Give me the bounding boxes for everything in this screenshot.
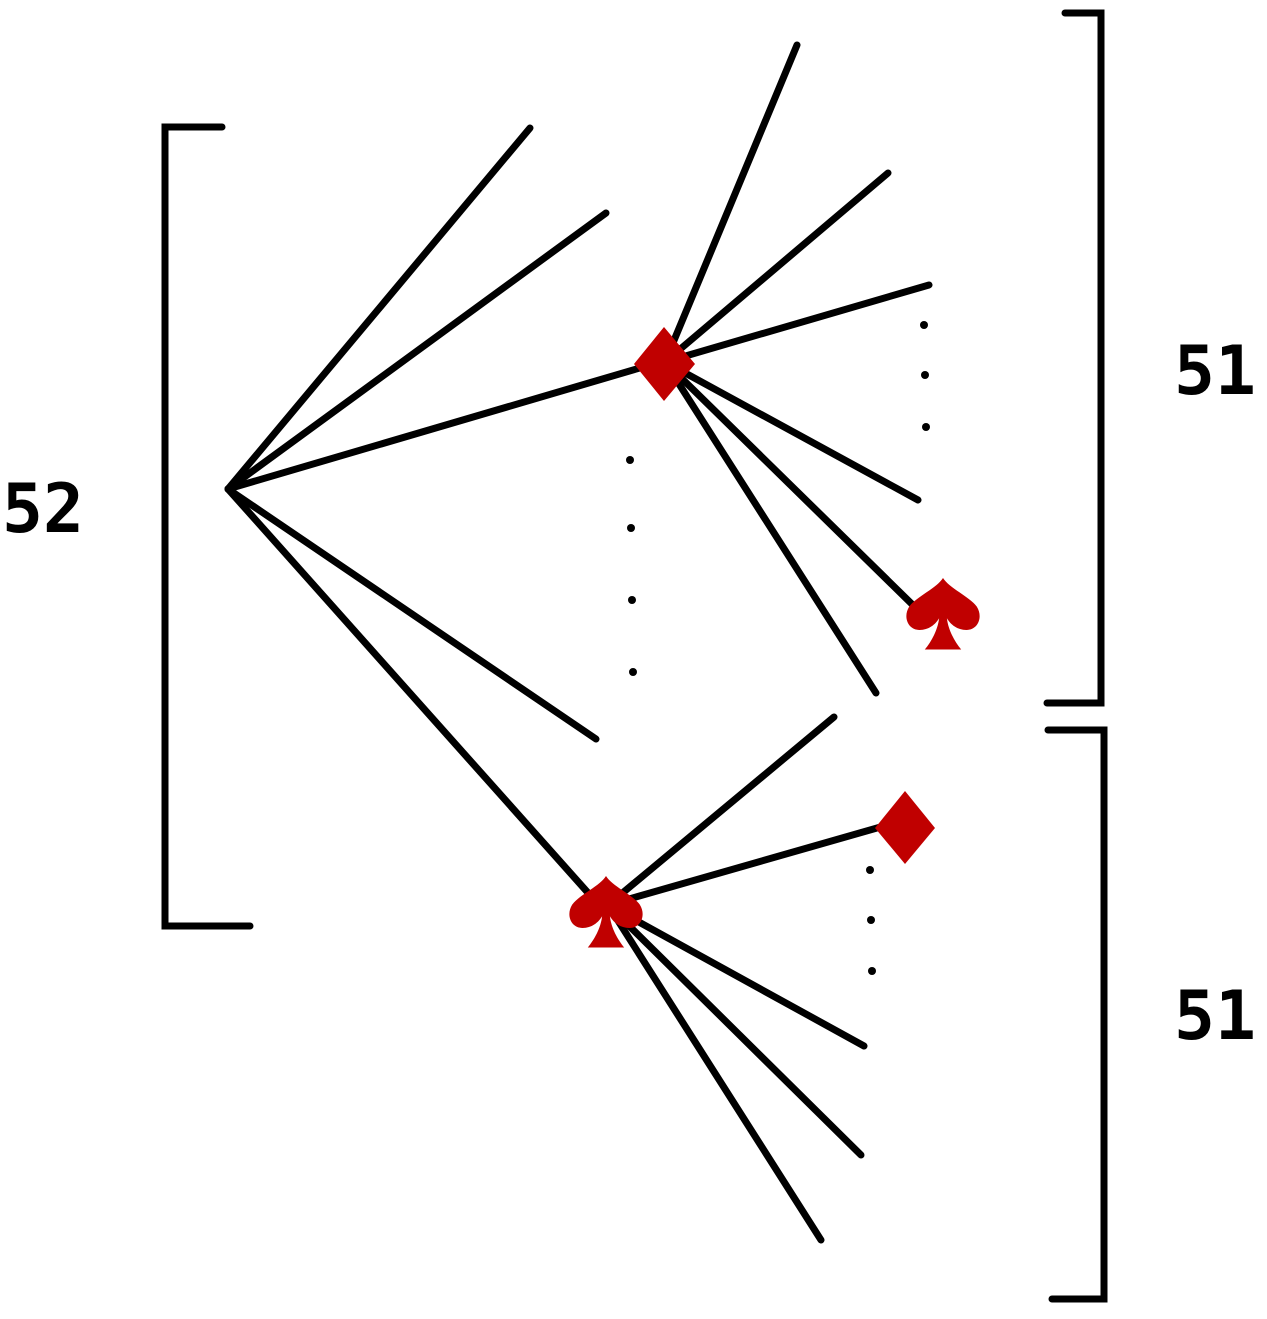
ellipsis-dot — [867, 916, 875, 924]
ellipsis-dot — [629, 668, 637, 676]
root-branch-1 — [224, 124, 534, 493]
upper-subtree-branches — [661, 41, 933, 697]
diamond-icon — [875, 791, 935, 864]
lower-branch-5 — [604, 901, 825, 1244]
ellipsis-dot — [868, 967, 876, 975]
lower-subtree-branches — [604, 713, 888, 1244]
upper-subtree-ellipsis — [920, 321, 930, 431]
spade-icon — [906, 578, 980, 650]
upper-branch-3 — [661, 281, 933, 366]
lower-second-level-count-label: 51 — [1174, 977, 1256, 1056]
ellipsis-dot — [627, 524, 635, 532]
upper-branch-spade — [661, 358, 924, 616]
ellipsis-dot — [626, 456, 634, 464]
lower-branch-diamond — [604, 822, 888, 909]
lower-branch-1 — [604, 713, 838, 909]
upper-branch-1 — [661, 41, 801, 366]
root-branch-4 — [224, 485, 600, 743]
ellipsis-dot — [920, 321, 928, 329]
root-branch-2 — [224, 209, 610, 493]
upper-branch-4 — [661, 358, 922, 504]
first-level-bracket — [161, 123, 254, 930]
root-branch-diamond — [224, 361, 654, 493]
upper-second-level-count-label: 51 — [1174, 332, 1256, 411]
upper-branch-6 — [661, 358, 880, 697]
lower-branch-4 — [604, 901, 865, 1159]
ellipsis-dot — [628, 596, 636, 604]
lower-branch-3 — [604, 901, 868, 1050]
upper-branch-2 — [661, 169, 892, 366]
first-level-count-label: 52 — [2, 470, 84, 549]
root-branch-spade — [224, 485, 602, 908]
ellipsis-dot — [922, 423, 930, 431]
spade-icon — [569, 876, 643, 948]
first-level-ellipsis — [626, 456, 637, 676]
first-level-branches — [224, 124, 654, 908]
ellipsis-dot — [921, 371, 929, 379]
ellipsis-dot — [866, 866, 874, 874]
lower-second-level-bracket — [1044, 726, 1108, 1303]
lower-subtree-ellipsis — [866, 866, 876, 975]
upper-second-level-bracket — [1043, 9, 1105, 707]
diamond-icon — [634, 327, 695, 401]
